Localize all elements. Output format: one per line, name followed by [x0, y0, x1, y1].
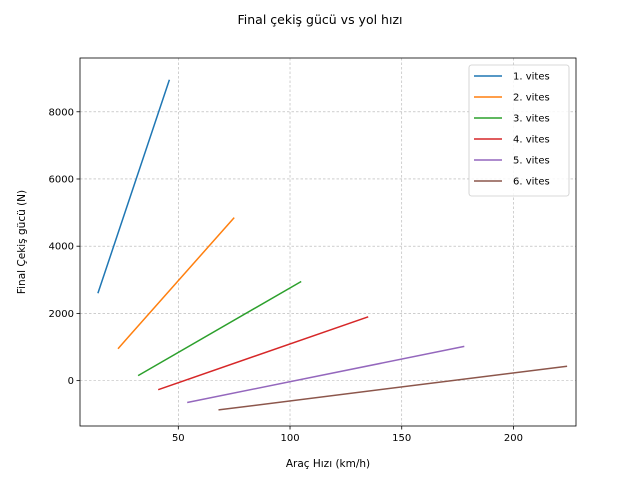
series-line-1 [97, 79, 171, 294]
series-line-3 [137, 280, 302, 377]
x-tick-label: 50 [172, 433, 185, 444]
legend-label: 2. vites [513, 93, 550, 104]
y-tick-label: 6000 [49, 174, 74, 185]
x-tick-label: 100 [280, 433, 299, 444]
series-layer [97, 79, 568, 411]
legend-label: 6. vites [513, 177, 550, 188]
y-tick-label: 0 [68, 376, 74, 387]
x-axis-label: Araç Hızı (km/h) [286, 458, 370, 470]
series-line-4 [157, 316, 369, 391]
legend-label: 1. vites [513, 72, 550, 83]
x-tick-label: 150 [392, 433, 411, 444]
legend-label: 3. vites [513, 114, 550, 125]
legend: 1. vites 2. vites 3. vites 4. vites 5. vites… [468, 64, 570, 197]
chart-title: Final çekiş gücü vs yol hızı [238, 12, 403, 27]
y-axis-label: Final Çekiş gücü (N) [16, 190, 28, 294]
plot-frame [79, 57, 577, 427]
y-tick-label: 4000 [49, 242, 74, 253]
grid [80, 58, 576, 426]
legend-label: 4. vites [513, 135, 550, 146]
x-tick-label: 200 [504, 433, 523, 444]
y-tick-label: 8000 [49, 107, 74, 118]
legend-label: 5. vites [513, 156, 550, 167]
y-tick-label: 2000 [49, 309, 74, 320]
series-line-2 [117, 217, 235, 350]
series-line-5 [187, 345, 465, 404]
series-line-6 [218, 365, 568, 411]
